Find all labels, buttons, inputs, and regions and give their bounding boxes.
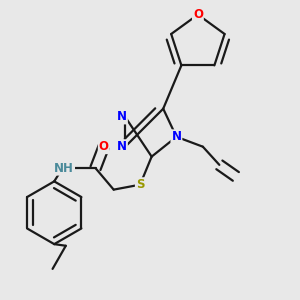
Text: O: O <box>99 140 109 153</box>
Text: N: N <box>117 110 127 124</box>
Text: O: O <box>193 8 203 21</box>
Text: S: S <box>136 178 144 191</box>
Text: N: N <box>117 140 127 153</box>
Text: NH: NH <box>54 162 74 175</box>
Text: N: N <box>171 130 182 143</box>
